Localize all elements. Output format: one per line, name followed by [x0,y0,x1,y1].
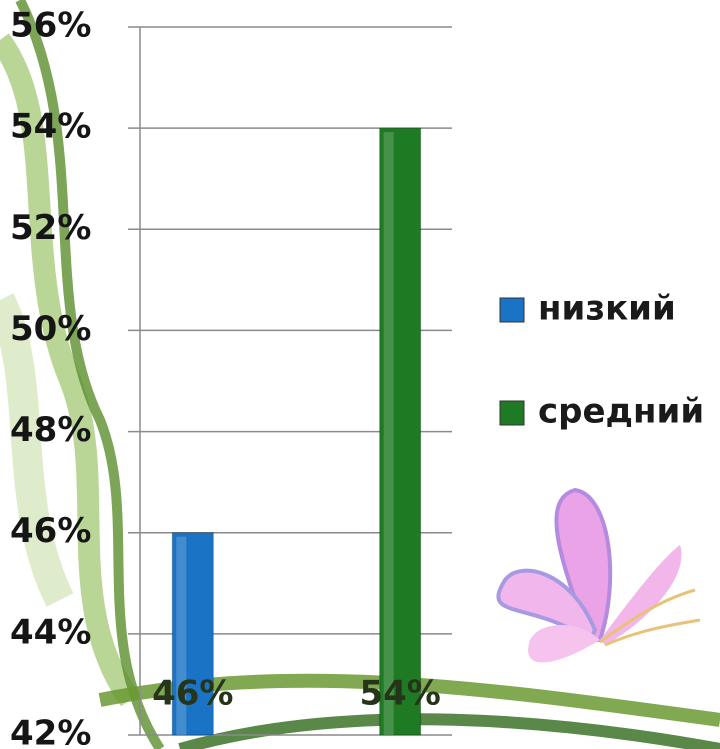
value-label: 46% [152,674,233,714]
butterfly [498,490,700,663]
legend-label: средний [538,392,704,432]
legend-swatch [500,401,524,425]
legend-swatch [500,298,524,322]
legend-label: низкий [538,289,676,329]
y-tick-label: 54% [10,107,91,147]
y-tick-label: 46% [10,511,91,551]
value-label: 54% [359,674,440,714]
y-tick-label: 42% [10,714,91,749]
bar-highlight [384,132,394,735]
y-tick-label: 44% [10,612,91,652]
y-tick-label: 50% [10,309,91,349]
y-tick-label: 52% [10,208,91,248]
chart: 42% 44% 46% 48% 50% 52% 54% 56% 46% 54% низкий сред… [0,0,720,749]
y-tick-label: 56% [10,6,91,46]
y-tick-label: 48% [10,410,91,450]
